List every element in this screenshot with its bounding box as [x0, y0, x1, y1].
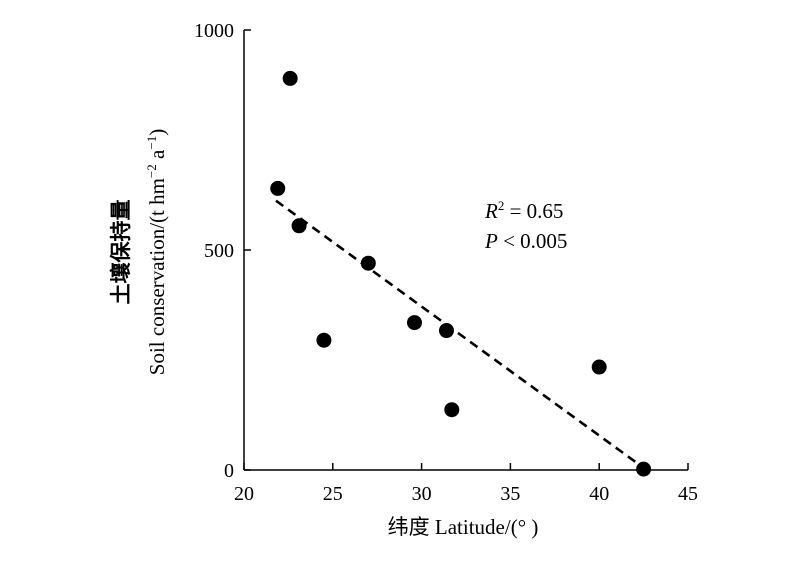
x-tick-label: 20: [234, 483, 254, 505]
stats-annotation: R2 = 0.65 P < 0.005: [484, 198, 567, 253]
trendline: [275, 199, 645, 469]
data-point: [270, 180, 286, 196]
data-point: [636, 461, 652, 477]
x-axis-label: 纬度 Latitude/(° ): [388, 515, 539, 539]
y-label-mid: a: [145, 149, 169, 164]
axes: [243, 30, 688, 471]
p-letter: P: [484, 229, 498, 253]
tick-labels: 20 25 30 35 40 45 0 500 1000: [194, 20, 698, 505]
data-point: [316, 332, 332, 348]
data-point: [591, 359, 607, 375]
y-tick-label: 0: [224, 460, 234, 482]
x-tick-label: 25: [323, 483, 343, 505]
data-points: [270, 70, 652, 477]
x-tick-label: 30: [412, 483, 432, 505]
x-tick-label: 40: [589, 483, 609, 505]
r-sup: 2: [498, 198, 505, 213]
x-tick-label: 45: [678, 483, 698, 505]
data-point: [291, 218, 307, 234]
r-letter: R: [484, 199, 498, 223]
y-tick-label: 1000: [194, 20, 234, 42]
y-axis-label: 土壤保持量 Soil conservation/(t hm−2 a−1): [109, 129, 169, 375]
data-point: [360, 255, 376, 271]
r-squared-annotation: R2 = 0.65: [484, 198, 563, 223]
y-axis-label-cn: 土壤保持量: [109, 200, 133, 305]
y-label-sup2: −1: [144, 136, 159, 150]
y-label-end: ): [145, 129, 169, 136]
tick-marks: [243, 29, 689, 471]
y-label-en-part: Soil conservation/(t hm: [145, 178, 169, 375]
data-point: [406, 315, 422, 331]
y-label-sup1: −2: [144, 164, 159, 178]
data-point: [444, 402, 460, 418]
p-value: < 0.005: [498, 229, 568, 253]
data-point: [282, 70, 298, 86]
data-point: [438, 323, 454, 339]
x-tick-label: 35: [500, 483, 520, 505]
y-axis-label-en: Soil conservation/(t hm−2 a−1): [144, 129, 169, 375]
y-tick-label: 500: [204, 240, 234, 262]
r-value: = 0.65: [504, 199, 563, 223]
p-value-annotation: P < 0.005: [484, 229, 567, 253]
